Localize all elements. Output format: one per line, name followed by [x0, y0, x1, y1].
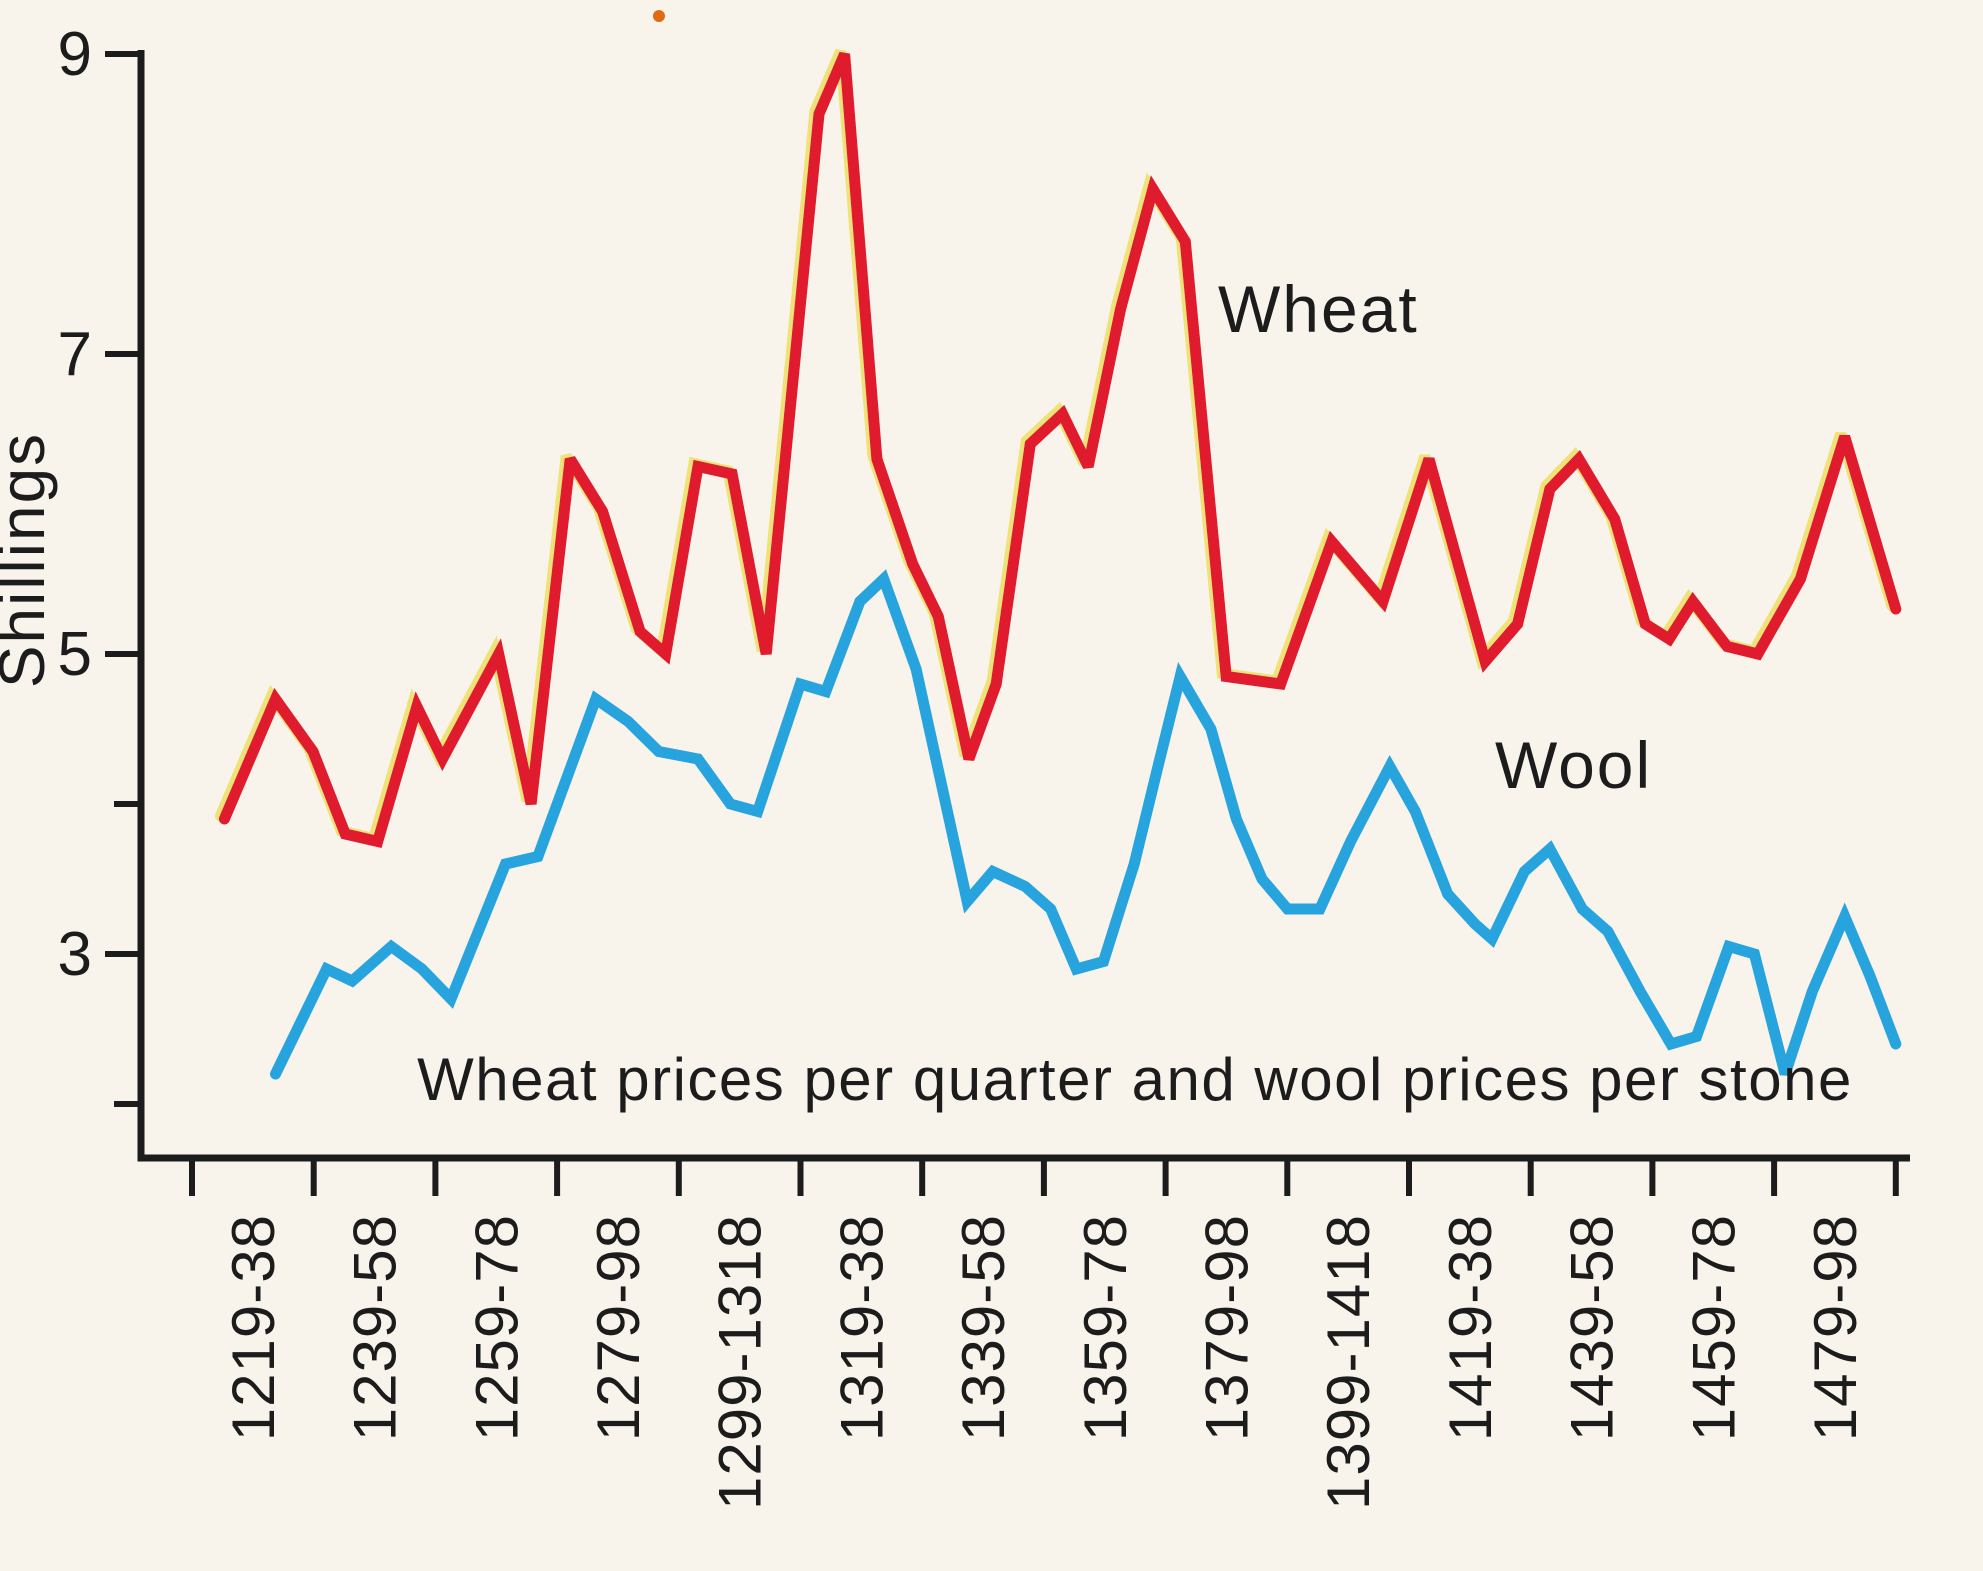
- x-tick-label: 1259-78: [463, 1214, 530, 1441]
- y-tick-label: 3: [58, 920, 92, 989]
- wool-line: [270, 569, 1902, 1080]
- x-tick-label: 1239-58: [342, 1214, 409, 1441]
- x-tick-label: 1379-98: [1193, 1214, 1260, 1441]
- y-tick-label: 7: [58, 320, 92, 389]
- wool-series-label: Wool: [1495, 728, 1652, 802]
- axis-spine: [137, 50, 1910, 1162]
- wheat-line-misprint-fringe: [214, 48, 1898, 846]
- x-tick-label: 1319-38: [828, 1214, 895, 1441]
- wheat-series-label: Wheat: [1218, 272, 1419, 346]
- chart-caption: Wheat prices per quarter and wool prices…: [417, 1046, 1853, 1113]
- x-tick-label: 1419-38: [1437, 1214, 1504, 1441]
- axes: [137, 50, 1910, 1162]
- x-tick-label: 1279-98: [585, 1214, 652, 1441]
- x-tick-label: 1459-78: [1680, 1214, 1747, 1441]
- y-axis-title: Shillings: [0, 432, 58, 688]
- x-tick-label: 1399-1418: [1315, 1214, 1382, 1510]
- y-axis-ticks: 3 5 7 9: [58, 20, 139, 1107]
- x-axis-ticks: 1219-38 1239-58 1259-78 1279-98 1299-1318 131…: [189, 1158, 1899, 1510]
- y-tick-label: 5: [58, 620, 92, 689]
- x-tick-label: 1359-78: [1072, 1214, 1139, 1441]
- wheat-line: [218, 51, 1902, 849]
- series-lines: [214, 48, 1902, 1080]
- x-tick-label: 1339-58: [950, 1214, 1017, 1441]
- y-tick-label: 9: [58, 20, 92, 89]
- x-tick-label: 1479-98: [1802, 1214, 1869, 1441]
- x-tick-label: 1219-38: [220, 1214, 287, 1441]
- x-tick-label: 1299-1318: [707, 1214, 774, 1510]
- print-speck: [653, 10, 665, 22]
- x-tick-label: 1439-58: [1559, 1214, 1626, 1441]
